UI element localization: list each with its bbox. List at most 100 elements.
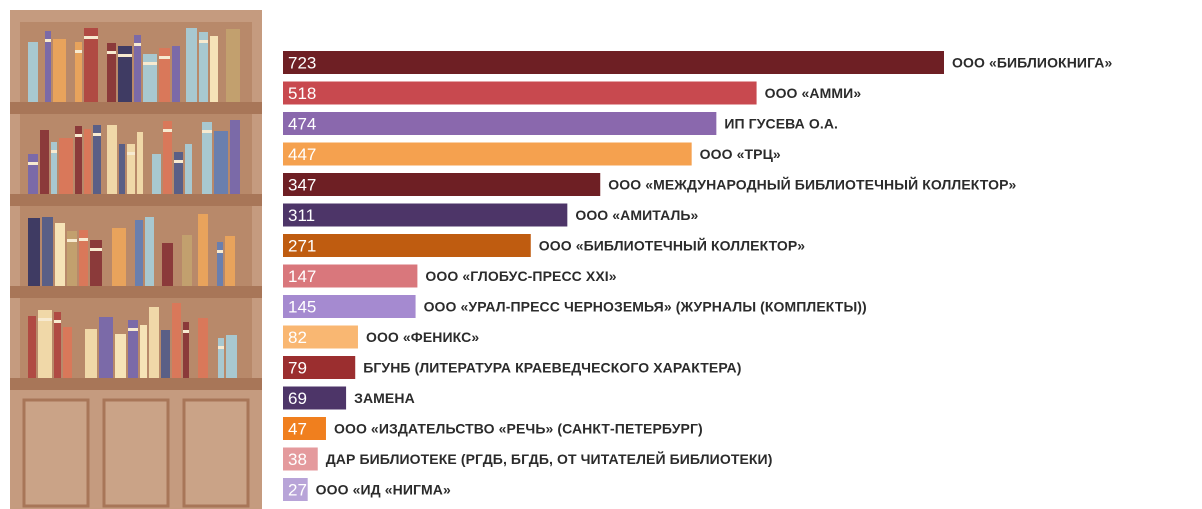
category-label: ООО «ФЕНИКС» (366, 329, 479, 345)
book (128, 320, 138, 378)
book (172, 46, 180, 102)
bar-value-label: 27 (288, 481, 307, 500)
book-band (51, 150, 57, 153)
bar-1 (283, 51, 944, 74)
bar-9 (283, 295, 416, 318)
category-label: ООО «БИБЛИОТЕЧНЫЙ КОЛЛЕКТОР» (539, 237, 806, 254)
book (159, 48, 170, 102)
book (183, 322, 189, 378)
bar-value-label: 38 (288, 450, 307, 469)
book (67, 231, 77, 286)
book (145, 217, 154, 286)
book (107, 125, 117, 194)
book (226, 335, 237, 378)
book (28, 154, 38, 194)
book (162, 243, 173, 286)
cabinet-door-middle (102, 398, 170, 508)
bar-value-label: 447 (288, 145, 316, 164)
bar-3 (283, 112, 717, 135)
book-band (134, 43, 141, 46)
book-band (143, 62, 157, 65)
bar-value-label: 518 (288, 84, 316, 103)
book (182, 235, 192, 286)
book (214, 131, 228, 194)
book-band (107, 51, 116, 54)
book (140, 325, 147, 378)
book (38, 310, 52, 378)
book-band (159, 56, 170, 59)
book-band (45, 39, 51, 42)
category-label: ООО «УРАЛ-ПРЕСС ЧЕРНОЗЕМЬЯ» (ЖУРНАЛЫ (КО… (424, 299, 867, 315)
book-band (174, 160, 183, 163)
book (93, 125, 101, 194)
bar-14 (283, 447, 318, 471)
book (185, 144, 192, 194)
book (75, 42, 82, 102)
book (118, 46, 132, 102)
book (28, 42, 38, 102)
book-band (67, 239, 77, 242)
category-label: ООО «ИД «НИГМА» (316, 482, 451, 498)
category-label: ООО «МЕЖДУНАРОДНЫЙ БИБЛИОТЕЧНЫЙ КОЛЛЕКТО… (608, 176, 1016, 193)
book (137, 132, 143, 194)
bar-value-label: 79 (288, 359, 307, 378)
book (75, 126, 82, 194)
cabinet-door-right (182, 398, 250, 508)
category-label: ООО «АМИТАЛЬ» (575, 207, 698, 223)
book (202, 122, 212, 194)
book-band (163, 129, 172, 132)
bar-11 (283, 356, 356, 379)
bookcase-back-2 (20, 114, 252, 194)
category-label: ООО «ГЛОБУС-ПРЕСС XXI» (425, 268, 616, 284)
book (54, 312, 61, 378)
bar-15 (283, 478, 308, 501)
book-band (202, 130, 212, 133)
book-band (128, 328, 138, 331)
book (226, 29, 240, 102)
book-band (75, 50, 82, 53)
book (134, 35, 141, 102)
bar-value-label: 69 (288, 389, 307, 408)
book (84, 28, 98, 102)
book-band (75, 134, 82, 137)
book (143, 54, 157, 102)
shelf-1 (10, 102, 262, 114)
bar-value-label: 47 (288, 420, 307, 439)
bar-value-label: 145 (288, 298, 316, 317)
book-band (199, 40, 208, 43)
bar-value-label: 723 (288, 54, 316, 73)
book-band (118, 54, 132, 57)
book (230, 120, 240, 194)
book (40, 130, 49, 194)
book (55, 223, 65, 286)
book (161, 330, 170, 378)
book (218, 338, 224, 378)
bar-2 (283, 81, 757, 105)
book (225, 236, 235, 286)
category-label: ИП ГУСЕВА О.А. (724, 116, 838, 132)
book (186, 28, 197, 102)
book (172, 303, 181, 378)
book (59, 138, 73, 194)
book-band (183, 330, 189, 333)
book (127, 144, 135, 194)
bar-value-label: 474 (288, 115, 316, 134)
book (51, 142, 57, 194)
book (107, 43, 116, 102)
shelf-3 (10, 286, 262, 298)
category-label: ООО «ТРЦ» (700, 146, 781, 162)
bar-6 (283, 203, 568, 227)
book (217, 242, 223, 286)
bar-12 (283, 386, 347, 410)
book-band (93, 133, 101, 136)
book (210, 36, 218, 102)
book (84, 129, 91, 194)
book-band (28, 162, 38, 165)
cabinet-door-left (22, 398, 90, 508)
bar-8 (283, 264, 418, 288)
book (152, 154, 161, 194)
category-label: ООО «ИЗДАТЕЛЬСТВО «РЕЧЬ» (САНКТ-ПЕТЕРБУР… (334, 421, 703, 437)
book-band (54, 320, 61, 323)
bar-4 (283, 142, 692, 166)
